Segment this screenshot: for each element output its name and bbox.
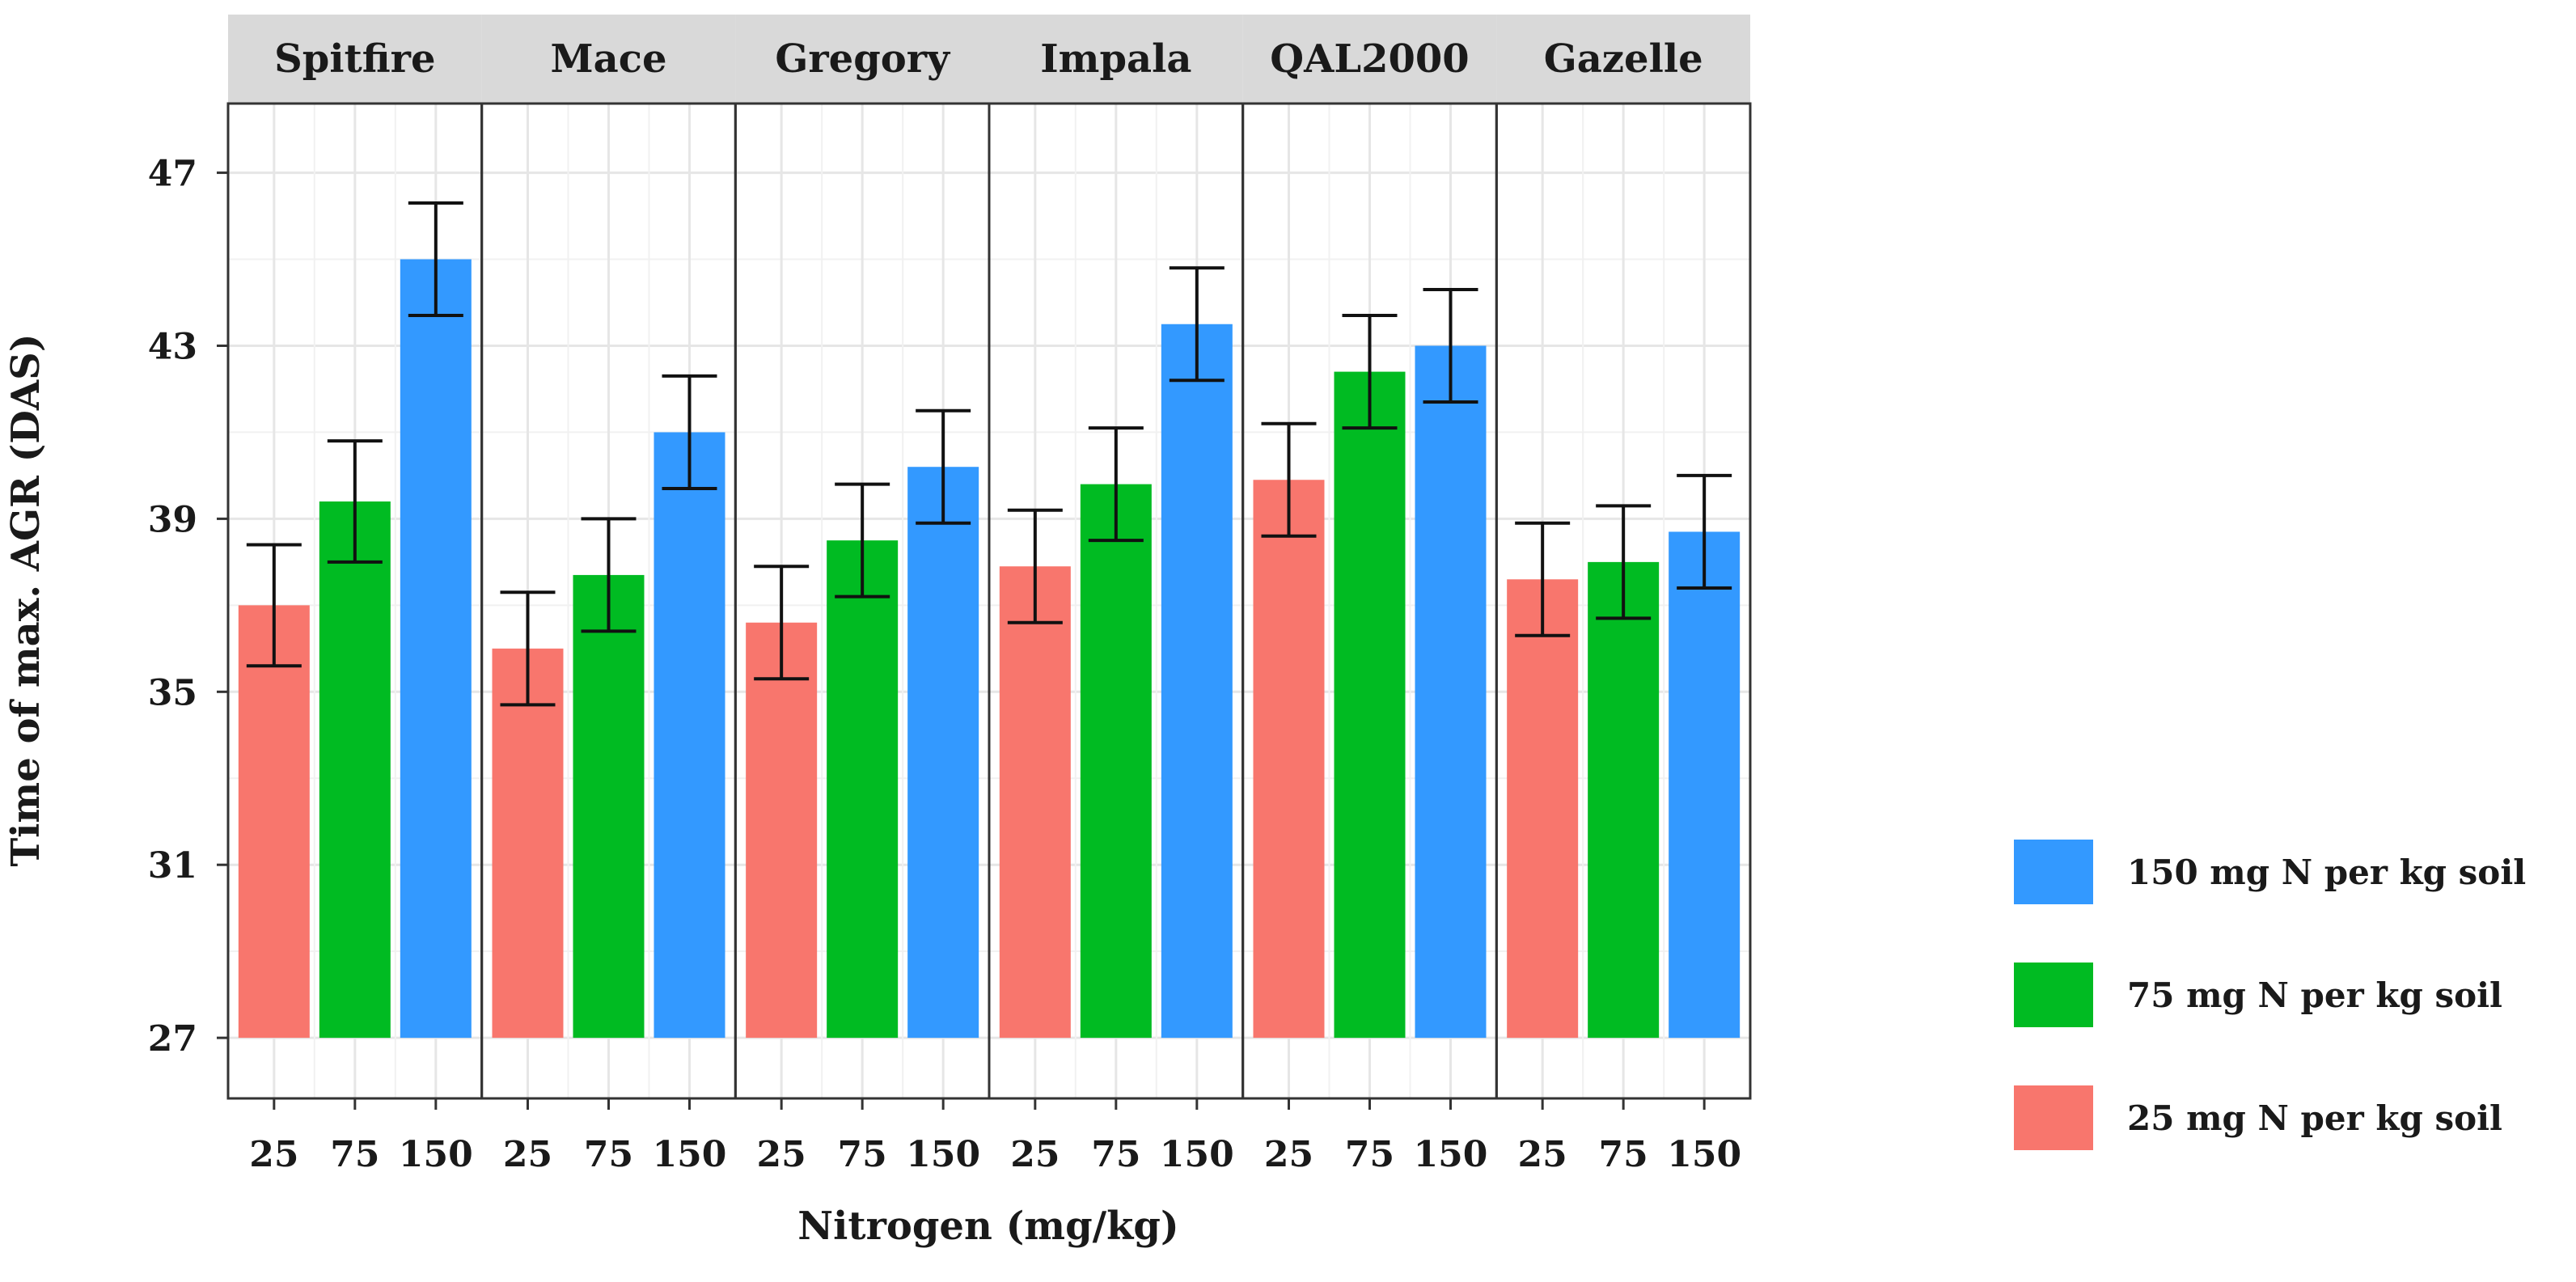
bar: [238, 605, 310, 1039]
bars-layer: [238, 259, 1741, 1039]
legend-label: 150 mg N per kg soil: [2127, 853, 2526, 892]
y-tick-label: 35: [148, 672, 197, 713]
x-tick-label: 75: [330, 1134, 379, 1175]
bar: [1507, 579, 1579, 1039]
panel-strips: Spitfire Mace Gregory Impala QAL2000 Gazelle: [228, 15, 1750, 104]
x-tick-label: 75: [1091, 1134, 1140, 1175]
panel-strip-label: Impala: [1040, 36, 1191, 82]
y-axis-title: Time of max. AGR (DAS): [3, 333, 49, 866]
panel-strip-label: Mace: [551, 36, 667, 82]
error-bars-layer: [246, 201, 1732, 707]
bar: [746, 622, 818, 1039]
bar: [1588, 561, 1660, 1039]
bar: [1080, 484, 1152, 1039]
x-tick-label: 25: [757, 1134, 806, 1175]
bar: [319, 501, 391, 1039]
bar: [1253, 480, 1325, 1039]
x-tick-label: 25: [1010, 1134, 1060, 1175]
panel-strip-label: Gazelle: [1544, 36, 1703, 82]
y-tick-label: 39: [148, 499, 197, 540]
panel-strip-bg: [1242, 15, 1497, 104]
panel-strip-bg: [735, 15, 989, 104]
x-tick-label: 150: [653, 1134, 727, 1175]
x-axis-title: Nitrogen (mg/kg): [797, 1204, 1178, 1249]
x-tick-label: 25: [1518, 1134, 1567, 1175]
panel-strip-bg: [1496, 15, 1750, 104]
x-tick-label: 75: [584, 1134, 633, 1175]
panel-strip-label: Spitfire: [274, 36, 435, 82]
legend: 150 mg N per kg soil 75 mg N per kg soil 2…: [2014, 840, 2526, 1150]
bar: [1669, 531, 1741, 1039]
x-tick-label: 25: [249, 1134, 298, 1175]
x-tick-label: 150: [1160, 1134, 1234, 1175]
y-tick-label: 47: [148, 154, 197, 195]
panel-strip-bg: [228, 15, 482, 104]
x-tick-label: 150: [1667, 1134, 1741, 1175]
x-tick-label: 75: [838, 1134, 887, 1175]
x-tick-label: 25: [1264, 1134, 1313, 1175]
panel-strip-label: QAL2000: [1270, 36, 1469, 82]
legend-label: 25 mg N per kg soil: [2127, 1098, 2502, 1138]
bar: [907, 467, 979, 1039]
y-tick-label: 31: [148, 845, 197, 886]
x-tick-label: 150: [1414, 1134, 1488, 1175]
legend-swatch: [2014, 840, 2093, 904]
x-tick-label: 75: [1345, 1134, 1394, 1175]
y-tick-label: 43: [148, 326, 197, 367]
panel-strip-label: Gregory: [775, 36, 951, 82]
bar: [492, 648, 564, 1039]
bar: [999, 566, 1071, 1039]
bar: [1161, 324, 1233, 1039]
bar: [654, 432, 725, 1039]
legend-swatch: [2014, 1085, 2093, 1150]
bar: [573, 574, 645, 1039]
bar: [1334, 371, 1406, 1039]
legend-label: 75 mg N per kg soil: [2127, 975, 2502, 1015]
panel-strip-bg: [989, 15, 1243, 104]
bar: [400, 259, 472, 1039]
bar: [1415, 345, 1487, 1039]
legend-swatch: [2014, 963, 2093, 1027]
x-tick-label: 150: [906, 1134, 980, 1175]
y-tick-label: 27: [148, 1018, 197, 1060]
x-tick-label: 75: [1599, 1134, 1648, 1175]
panel-strip-bg: [481, 15, 736, 104]
x-tick-label: 25: [503, 1134, 552, 1175]
axes-layer: 25 75 150 25 75 150 25 75 150 25 75 150 25 75 150 25 75 1…: [148, 154, 1741, 1175]
x-tick-label: 150: [399, 1134, 473, 1175]
bar: [827, 540, 899, 1039]
